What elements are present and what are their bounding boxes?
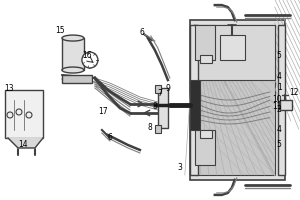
Bar	[280, 100, 292, 110]
Text: 6: 6	[108, 133, 113, 142]
Bar	[155, 85, 161, 93]
Bar	[278, 25, 285, 175]
Bar	[195, 25, 275, 80]
Text: 1: 1	[277, 83, 281, 92]
Bar	[62, 38, 84, 70]
Ellipse shape	[62, 35, 84, 41]
Circle shape	[82, 52, 98, 68]
Text: 6: 6	[140, 28, 145, 37]
Bar	[200, 130, 212, 138]
Text: 14: 14	[18, 140, 28, 149]
Bar	[200, 55, 212, 63]
Text: 11: 11	[272, 102, 281, 111]
Text: 5: 5	[277, 140, 282, 149]
Bar	[195, 130, 215, 165]
Bar	[190, 25, 198, 175]
Bar	[155, 125, 161, 133]
Text: 17: 17	[98, 107, 107, 116]
Text: 15: 15	[55, 26, 64, 35]
Text: 5: 5	[277, 51, 282, 60]
Text: 4: 4	[277, 125, 282, 134]
Bar	[190, 80, 200, 130]
Ellipse shape	[62, 67, 84, 73]
Text: 4: 4	[277, 72, 282, 81]
Bar	[195, 25, 275, 175]
Bar	[158, 88, 168, 128]
Text: 9: 9	[166, 84, 171, 93]
Polygon shape	[8, 138, 43, 148]
Bar	[220, 35, 245, 60]
Text: 8: 8	[148, 123, 153, 132]
Text: 8: 8	[153, 102, 158, 111]
Bar	[5, 90, 43, 138]
Bar	[195, 25, 215, 60]
Text: 10: 10	[272, 95, 281, 104]
Text: 16: 16	[82, 51, 92, 60]
Bar	[62, 75, 92, 83]
Text: 3: 3	[178, 163, 183, 172]
Text: 7: 7	[157, 89, 162, 98]
Text: 13: 13	[4, 84, 14, 93]
Text: 2: 2	[277, 105, 281, 114]
Bar	[190, 20, 285, 180]
Text: 12: 12	[289, 88, 298, 97]
